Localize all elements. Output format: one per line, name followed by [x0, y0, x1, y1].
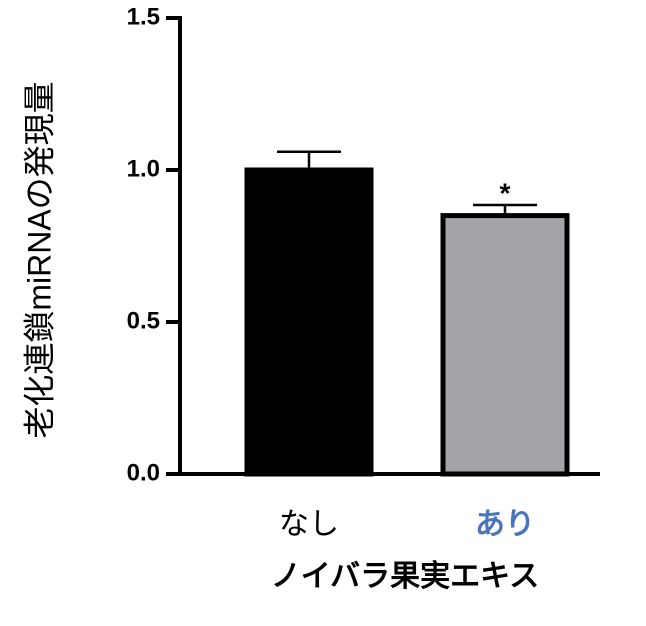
bar [440, 213, 570, 477]
annotation: * [500, 177, 511, 208]
x-axis-label: ノイバラ果実エキス [271, 560, 540, 593]
y-tick-label: 0.5 [127, 307, 160, 334]
x-tick-label: あり [475, 508, 535, 541]
bar [244, 167, 374, 477]
y-axis-label: 老化連鎖miRNAの発現量 [21, 81, 57, 438]
x-tick-label: なし [279, 508, 339, 541]
y-tick-label: 1.0 [127, 155, 160, 182]
y-tick-label: 0.0 [127, 459, 160, 486]
y-tick-label: 1.5 [127, 3, 160, 30]
